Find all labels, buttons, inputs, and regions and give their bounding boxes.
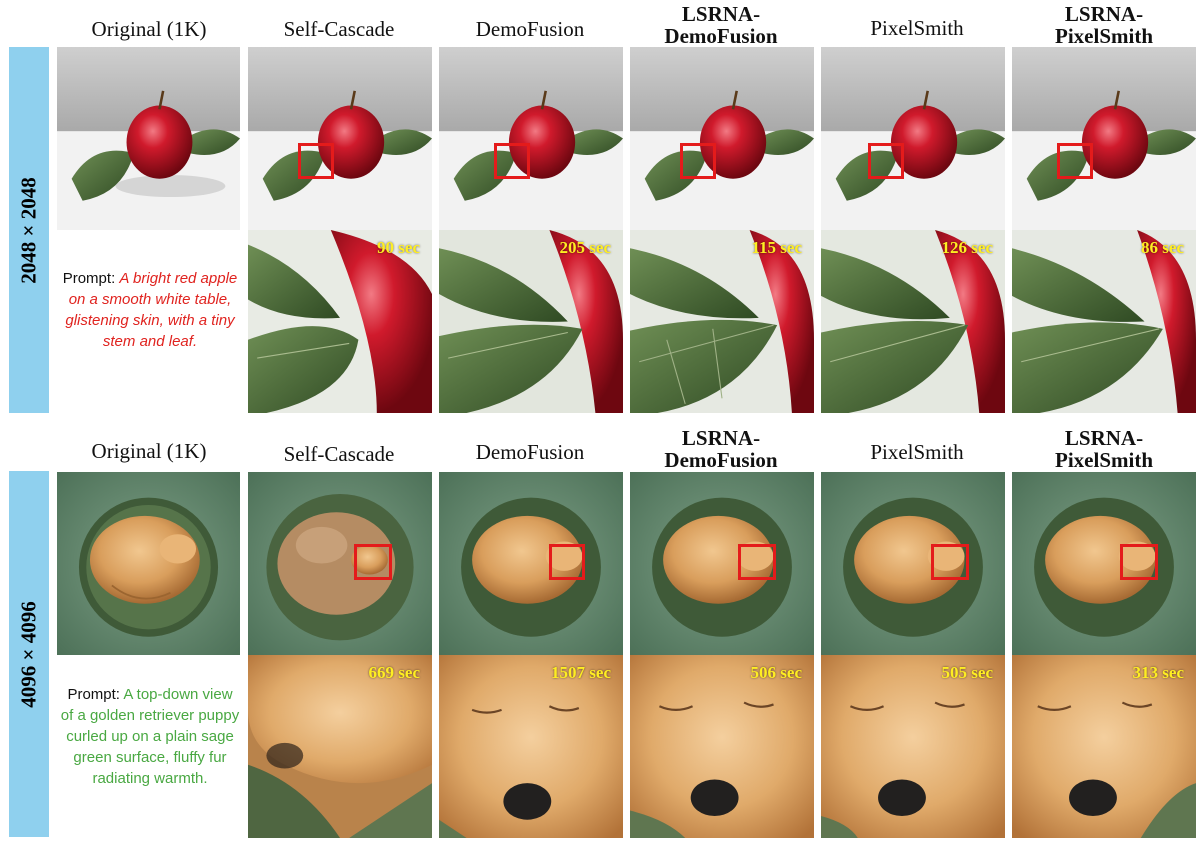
time-label: 505 sec [941,663,993,682]
lsrna-demofusion-apple-image [630,47,814,230]
crop-box [931,544,969,580]
time-label: 669 sec [368,663,420,682]
lsrna-demofusion-puppy-image [630,472,814,655]
self-cascade-apple-zoom: 90 sec [248,230,432,413]
column-header-self-cascade: Self-Cascade [283,17,395,41]
time-label: 1507 sec [551,663,611,682]
self-cascade-puppy-image [248,472,432,655]
column-header-lsrna-demofusion: LSRNA- DemoFusion [664,2,778,48]
crop-box [494,143,530,179]
crop-box [1057,143,1093,179]
crop-box [549,544,585,580]
pixelsmith-apple-zoom: 126 sec [821,230,1005,413]
lsrna-demofusion-puppy-zoom: 506 sec [630,655,814,838]
time-label: 126 sec [941,238,993,257]
original-apple-image [57,47,240,230]
demofusion-apple-zoom: 205 sec [439,230,623,413]
column-header-demofusion: DemoFusion [475,440,585,464]
time-label: 86 sec [1141,238,1184,257]
column-header-original: Original (1K) [91,17,207,41]
resolution-label-4096: 4096 × 4096 [9,471,49,837]
crop-box [1120,544,1158,580]
pixelsmith-puppy-image [821,472,1005,655]
original-puppy-image [57,472,240,655]
column-header-self-cascade: Self-Cascade [283,442,395,466]
demofusion-puppy-image [439,472,623,655]
column-header-lsrna-pixelsmith: LSRNA- PixelSmith [1055,2,1153,48]
prompt-puppy: Prompt: A top-down view of a golden retr… [60,686,240,787]
time-label: 205 sec [559,238,611,257]
crop-box [680,143,716,179]
crop-box [298,143,334,179]
prompt-apple: Prompt: A bright red apple on a smooth w… [62,270,238,350]
resolution-text: 2048 × 2048 [16,176,41,284]
column-header-lsrna-pixelsmith: LSRNA- PixelSmith [1055,426,1153,472]
pixelsmith-apple-image [821,47,1005,230]
lsrna-pixelsmith-puppy-zoom: 313 sec [1012,655,1196,838]
self-cascade-apple-image [248,47,432,230]
time-label: 506 sec [750,663,802,682]
time-label: 90 sec [377,238,420,257]
resolution-label-2048: 2048 × 2048 [9,47,49,413]
lsrna-pixelsmith-apple-zoom: 86 sec [1012,230,1196,413]
crop-box [868,143,904,179]
column-header-lsrna-demofusion: LSRNA- DemoFusion [664,426,778,472]
pixelsmith-puppy-zoom: 505 sec [821,655,1005,838]
self-cascade-puppy-zoom: 669 sec [248,655,432,838]
crop-box [738,544,776,580]
column-header-pixelsmith: PixelSmith [870,440,964,464]
column-header-demofusion: DemoFusion [475,17,585,41]
time-label: 313 sec [1132,663,1184,682]
lsrna-demofusion-apple-zoom: 115 sec [630,230,814,413]
column-header-original: Original (1K) [91,439,207,463]
lsrna-pixelsmith-puppy-image [1012,472,1196,655]
resolution-text: 4096 × 4096 [16,600,41,708]
time-label: 115 sec [751,238,802,257]
demofusion-puppy-zoom: 1507 sec [439,655,623,838]
lsrna-pixelsmith-apple-image [1012,47,1196,230]
demofusion-apple-image [439,47,623,230]
column-header-pixelsmith: PixelSmith [870,16,964,40]
crop-box [354,544,392,580]
